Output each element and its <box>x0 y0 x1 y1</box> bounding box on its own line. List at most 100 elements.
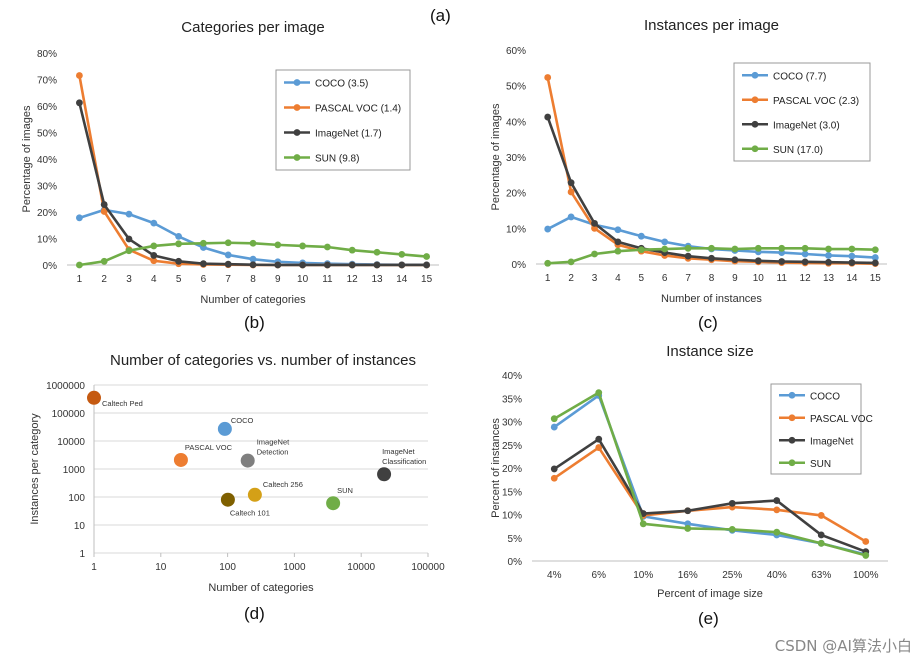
data-point <box>326 496 341 511</box>
data-point <box>150 252 158 259</box>
data-point <box>871 259 879 267</box>
data-point <box>871 246 879 254</box>
x-tick-label: 40% <box>767 570 787 581</box>
data-point <box>614 226 622 234</box>
data-point <box>423 253 430 260</box>
y-tick-label: 80% <box>37 49 57 60</box>
legend-box <box>275 69 411 171</box>
data-point <box>595 435 603 443</box>
series-sun-17-0- <box>544 244 879 267</box>
point-label: Caltech 101 <box>230 509 270 518</box>
data-point <box>550 423 558 431</box>
data-point <box>398 261 406 269</box>
x-tick-label: 25% <box>722 570 742 581</box>
chart-title: Number of categories vs. number of insta… <box>110 352 416 369</box>
data-point <box>862 552 870 559</box>
legend-label: PASCAL VOC <box>810 414 873 425</box>
data-point <box>76 214 83 222</box>
legend-swatch-marker <box>293 129 301 136</box>
x-tick-label: 11 <box>322 274 333 285</box>
data-point <box>550 415 558 423</box>
y-tick-label: 20% <box>506 189 526 200</box>
data-point <box>567 258 575 266</box>
x-tick-label: 63% <box>811 570 831 581</box>
data-point <box>871 254 879 261</box>
data-point <box>728 499 736 507</box>
legend-label: SUN (17.0) <box>773 145 823 156</box>
data-point <box>731 256 739 264</box>
data-point <box>817 539 825 547</box>
data-point <box>637 232 645 240</box>
data-point <box>125 247 133 255</box>
y-tick-label: 100000 <box>52 409 86 420</box>
y-tick-label: 30% <box>502 418 522 429</box>
data-point <box>614 247 622 255</box>
data-point <box>125 235 133 243</box>
chart-title: Categories per image <box>181 19 324 36</box>
data-point <box>773 506 781 514</box>
y-tick-label: 5% <box>508 534 523 545</box>
legend-swatch-marker <box>751 120 759 128</box>
data-point <box>661 238 669 246</box>
x-tick-label: 100% <box>853 570 879 581</box>
data-point <box>173 452 188 467</box>
data-point <box>544 113 552 121</box>
x-tick-label: 13 <box>823 273 835 284</box>
legend: COCO (7.7) PASCAL VOC (2.3) ImageNet (3.0)… <box>733 62 871 162</box>
data-point <box>825 258 832 266</box>
y-tick-label: 10% <box>502 511 522 522</box>
data-point <box>848 252 856 260</box>
y-tick-label: 50% <box>37 129 57 140</box>
x-tick-label: 4 <box>615 273 621 284</box>
x-axis-label: Number of categories <box>208 582 314 594</box>
data-point <box>544 74 552 81</box>
data-point <box>825 245 832 253</box>
data-point <box>348 246 356 254</box>
data-point <box>754 244 762 252</box>
legend-label: COCO (3.5) <box>315 79 368 90</box>
legend: COCO (3.5) PASCAL VOC (1.4) ImageNet (1.7)… <box>275 69 411 171</box>
data-point <box>150 219 158 227</box>
chart-c: Instances per image 0% 10% 20% 30% 40% 50% 60% 1… <box>490 17 887 305</box>
data-point <box>708 244 715 252</box>
data-point <box>684 525 692 532</box>
y-tick-label: 60% <box>37 102 57 113</box>
panel-label-d: (d) <box>244 604 265 623</box>
point-label: Caltech Ped <box>102 399 143 408</box>
data-point <box>76 261 83 269</box>
series-sun <box>550 389 870 559</box>
y-tick-label: 40% <box>502 371 522 382</box>
legend-label: PASCAL VOC (2.3) <box>773 96 859 107</box>
data-point <box>684 252 692 260</box>
point-label: ImageNet Classification <box>382 447 426 466</box>
x-tick-label: 1000 <box>283 562 306 573</box>
x-tick-label: 10000 <box>347 562 375 573</box>
y-tick-label: 25% <box>502 441 522 452</box>
legend-swatch-marker <box>751 71 759 79</box>
data-point <box>708 254 715 262</box>
data-point <box>595 389 603 397</box>
x-tick-label: 12 <box>800 273 812 284</box>
data-point <box>731 245 739 253</box>
point-coco: COCO <box>217 416 254 436</box>
x-tick-label: 3 <box>126 274 132 285</box>
data-point <box>848 259 856 266</box>
data-point <box>324 261 331 269</box>
x-tick-label: 10 <box>155 562 167 573</box>
legend-box <box>733 62 871 162</box>
y-tick-label: 0% <box>512 260 527 271</box>
point-caltech-ped: Caltech Ped <box>87 390 143 408</box>
legend-label: SUN <box>810 459 831 470</box>
watermark: CSDN @AI算法小白 <box>774 637 912 655</box>
x-tick-label: 4% <box>547 570 562 581</box>
x-tick-label: 14 <box>846 273 858 284</box>
data-point <box>684 507 692 515</box>
data-point <box>550 465 558 473</box>
series-line <box>553 437 867 553</box>
point-label-line: ImageNet <box>382 447 415 456</box>
y-tick-label: 30% <box>506 153 526 164</box>
legend-swatch-marker <box>788 414 796 422</box>
data-point <box>778 258 786 265</box>
data-point <box>87 390 101 405</box>
x-tick-label: 10 <box>753 273 765 284</box>
